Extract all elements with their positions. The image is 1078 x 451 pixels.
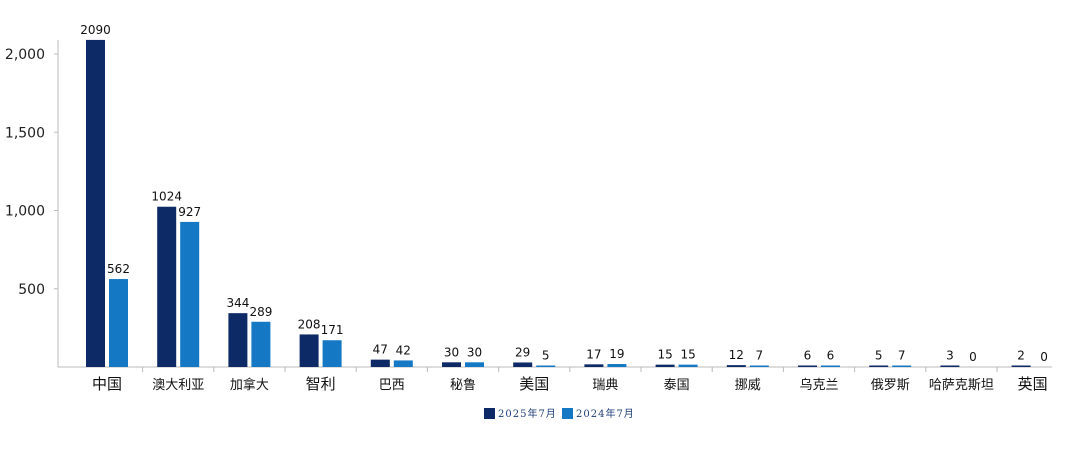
legend-label: 2025年7月 xyxy=(498,407,557,420)
bar-series-2025 xyxy=(157,206,177,367)
bar-series-2024 xyxy=(180,221,200,367)
y-axis-ticks: 500 1,000 1,500 2,000 xyxy=(5,47,58,298)
data-label: 3 xyxy=(946,349,954,363)
data-label: 19 xyxy=(609,347,624,361)
y-tick-label: 500 xyxy=(18,282,45,298)
data-label: 289 xyxy=(249,305,272,319)
bar-series-2025 xyxy=(655,364,675,367)
bar-series-2024 xyxy=(821,365,840,367)
data-label: 171 xyxy=(321,323,344,337)
y-tick-label: 2,000 xyxy=(5,47,45,63)
data-label: 0 xyxy=(1040,350,1048,364)
data-label: 1024 xyxy=(151,190,182,204)
data-label: 6 xyxy=(804,349,812,363)
bars xyxy=(86,39,1031,367)
data-label: 30 xyxy=(467,345,482,359)
data-label: 17 xyxy=(586,347,601,361)
data-label: 0 xyxy=(969,350,977,364)
data-label: 29 xyxy=(515,345,530,359)
bar-series-2024 xyxy=(607,364,627,367)
x-category-label: 哈萨克斯坦 xyxy=(929,378,994,393)
bar-series-2024 xyxy=(251,321,271,367)
bar-series-2024 xyxy=(393,360,413,367)
data-label: 344 xyxy=(226,296,249,310)
bar-series-2024 xyxy=(536,365,556,367)
data-label: 6 xyxy=(827,349,835,363)
data-label: 15 xyxy=(657,348,672,362)
bar-series-2024 xyxy=(892,365,912,367)
data-label: 7 xyxy=(755,349,763,363)
bar-series-2025 xyxy=(584,364,604,367)
data-label: 5 xyxy=(875,349,883,363)
legend-swatch xyxy=(484,408,495,419)
bar-series-2025 xyxy=(940,365,960,367)
x-category-label: 中国 xyxy=(92,375,122,393)
data-label: 927 xyxy=(178,205,201,219)
x-category-label: 巴西 xyxy=(379,378,405,393)
x-category-label: 加拿大 xyxy=(230,377,269,393)
x-category-label: 泰国 xyxy=(664,378,690,393)
x-category-label: 澳大利亚 xyxy=(152,377,204,393)
x-category-label: 挪威 xyxy=(735,378,761,393)
data-label: 47 xyxy=(373,343,388,357)
axes xyxy=(57,40,1052,372)
y-tick-label: 1,500 xyxy=(5,125,45,141)
data-label: 208 xyxy=(298,317,321,331)
bar-series-2025 xyxy=(228,313,248,367)
bar-series-2024 xyxy=(678,364,698,367)
bar-series-2024 xyxy=(109,279,128,367)
bar-series-2025 xyxy=(798,365,817,367)
x-category-label: 秘鲁 xyxy=(450,378,476,393)
x-axis-categories: 中国 澳大利亚 加拿大 智利 巴西 秘鲁 美国 瑞典 泰国 挪威 乌克兰 俄罗斯 哈萨克斯坦 英国 xyxy=(92,375,1048,393)
data-label: 5 xyxy=(542,349,550,363)
x-category-label: 乌克兰 xyxy=(799,377,838,393)
bar-series-2025 xyxy=(726,365,746,367)
bar-series-2025 xyxy=(370,359,390,367)
bar-series-2024 xyxy=(322,340,342,367)
data-label: 2090 xyxy=(80,23,111,37)
legend-label: 2024年7月 xyxy=(576,407,635,420)
data-label: 2 xyxy=(1017,349,1025,363)
x-category-label: 智利 xyxy=(306,375,336,393)
bar-series-2024 xyxy=(465,362,484,367)
x-category-label: 美国 xyxy=(519,375,549,393)
x-category-label: 俄罗斯 xyxy=(871,378,910,393)
x-category-label: 瑞典 xyxy=(592,378,618,393)
bar-series-2025 xyxy=(869,365,889,367)
legend: 2025年7月 2024年7月 xyxy=(484,407,635,420)
data-label: 42 xyxy=(396,343,411,357)
bar-series-2025 xyxy=(86,39,105,367)
bar-series-2025 xyxy=(299,334,319,367)
data-label: 15 xyxy=(680,348,695,362)
y-tick-label: 1,000 xyxy=(5,204,45,220)
bar-series-2025 xyxy=(1011,365,1031,367)
data-label: 562 xyxy=(107,262,130,276)
legend-swatch xyxy=(562,408,573,419)
bar-series-2025 xyxy=(442,362,461,367)
bar-series-2025 xyxy=(513,362,533,367)
x-category-label: 英国 xyxy=(1018,375,1048,393)
data-label: 7 xyxy=(898,349,906,363)
data-label: 12 xyxy=(729,348,744,362)
bar-series-2024 xyxy=(749,365,769,367)
data-label: 30 xyxy=(444,345,459,359)
